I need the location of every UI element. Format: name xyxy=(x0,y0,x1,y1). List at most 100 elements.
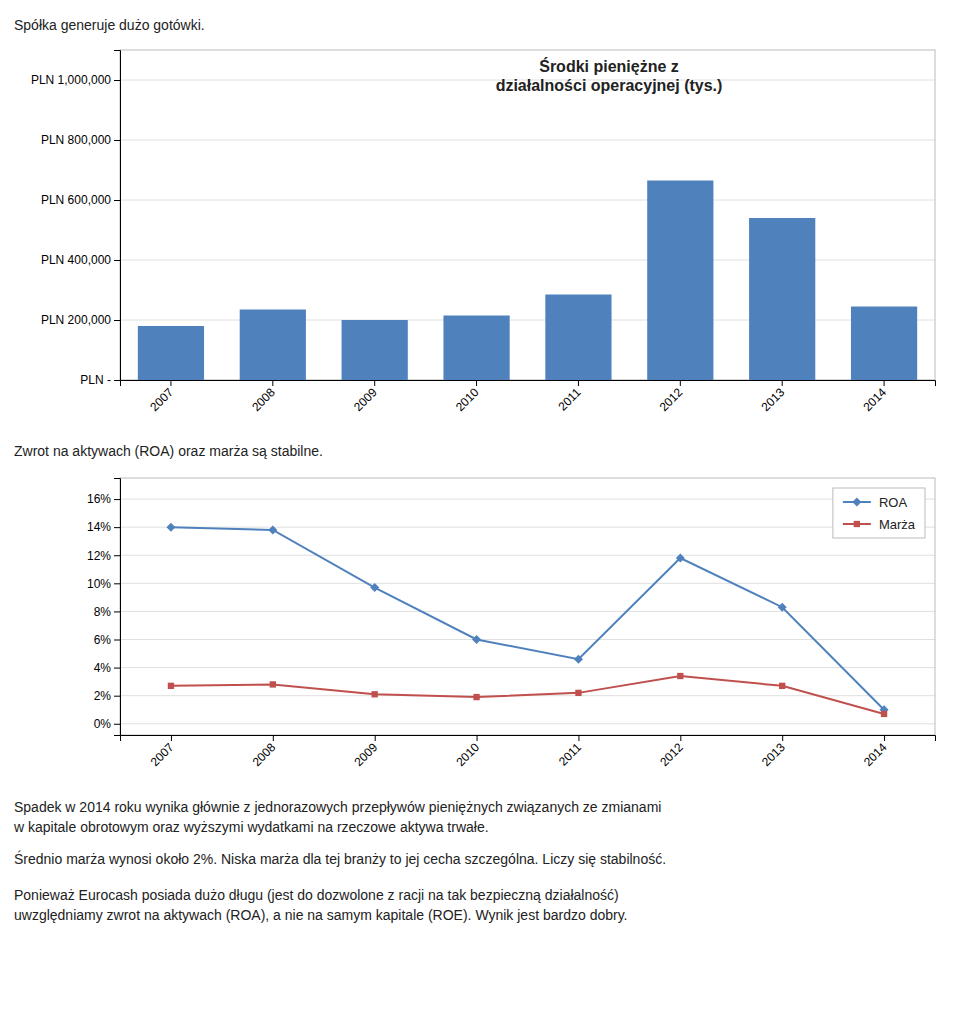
line xyxy=(171,527,884,710)
legend-frame xyxy=(833,488,925,538)
y-tick: 0% xyxy=(94,717,120,731)
y-tick-mark xyxy=(114,611,120,612)
y-tick: 14% xyxy=(87,520,120,534)
x-tick-label: 2008 xyxy=(249,385,278,414)
y-tick-label: 6% xyxy=(94,633,112,647)
x-tick: 2009 xyxy=(351,380,380,414)
x-tick: 2013 xyxy=(758,380,787,414)
x-tick-mark xyxy=(476,380,477,386)
x-tick-mark xyxy=(171,735,172,741)
x-tick-mark xyxy=(272,380,273,386)
y-tick-label: PLN 1,000,000 xyxy=(31,73,111,87)
x-tick-label: 2012 xyxy=(657,385,686,414)
x-tick-label: 2010 xyxy=(453,385,482,414)
y-tick-mark xyxy=(114,200,120,201)
figure: PLN -PLN 200,000PLN 400,000PLN 600,000PL… xyxy=(0,0,960,1027)
x-tick: 2007 xyxy=(148,735,177,769)
bar xyxy=(545,295,611,381)
marker xyxy=(677,673,683,679)
grid-line xyxy=(120,499,935,500)
x-tick-label: 2011 xyxy=(556,740,584,768)
x-axis: 20072008200920102011201220132014 xyxy=(121,735,936,769)
grid xyxy=(120,80,935,380)
annotation: Spółka generuje dużo gotówki. xyxy=(14,17,205,33)
x-tick-label: 2010 xyxy=(453,740,482,769)
bar xyxy=(138,326,204,380)
x-tick-mark xyxy=(884,735,885,741)
grid-line xyxy=(120,583,935,584)
x-tick: 2012 xyxy=(657,735,686,769)
legend: ROAMarża xyxy=(833,488,925,538)
y-tick: 6% xyxy=(94,633,120,647)
y-tick-mark xyxy=(114,640,120,641)
x-tick: 2008 xyxy=(250,735,279,769)
marker xyxy=(575,690,581,696)
x-tick: 2011 xyxy=(556,735,584,769)
y-tick: 16% xyxy=(87,492,120,506)
y-tick: PLN 600,000 xyxy=(41,193,120,207)
y-tick: 8% xyxy=(94,605,120,619)
marker xyxy=(372,691,378,697)
line xyxy=(171,676,884,714)
grid xyxy=(120,499,935,724)
y-tick-label: 16% xyxy=(87,492,111,506)
grid-line xyxy=(120,527,935,528)
y-tick-mark xyxy=(114,380,120,381)
grid-line xyxy=(120,667,935,668)
series-1 xyxy=(168,673,887,717)
marker xyxy=(370,583,379,592)
marks xyxy=(138,181,917,381)
x-axis-line xyxy=(121,381,936,387)
chart-0: PLN -PLN 200,000PLN 400,000PLN 600,000PL… xyxy=(14,17,936,414)
marker xyxy=(166,523,175,532)
y-tick-label: PLN 200,000 xyxy=(41,313,111,327)
x-tick-mark xyxy=(374,380,375,386)
y-axis-line xyxy=(114,51,121,381)
marker xyxy=(779,683,785,689)
marker xyxy=(268,525,277,534)
x-tick-mark xyxy=(578,380,579,386)
x-tick-mark xyxy=(782,735,783,741)
y-tick-label: 10% xyxy=(87,577,111,591)
x-tick-mark xyxy=(578,735,579,741)
marker xyxy=(472,635,481,644)
marker xyxy=(676,554,685,563)
marker xyxy=(881,711,887,717)
bar xyxy=(749,218,815,380)
legend-item: Marża xyxy=(843,517,916,532)
x-tick: 2014 xyxy=(861,735,890,769)
x-axis: 20072008200920102011201220132014 xyxy=(121,380,936,414)
x-tick-label: 2009 xyxy=(351,385,380,414)
x-tick-mark xyxy=(782,380,783,386)
y-tick-mark xyxy=(114,80,120,81)
y-tick-label: PLN - xyxy=(80,373,111,387)
x-tick-mark xyxy=(884,380,885,386)
x-tick: 2012 xyxy=(657,380,686,414)
x-tick-mark xyxy=(375,735,376,741)
annotation: Zwrot na aktywach (ROA) oraz marża są st… xyxy=(14,443,323,459)
x-tick-mark xyxy=(477,735,478,741)
y-tick: PLN 200,000 xyxy=(41,313,120,327)
x-tick-label: 2008 xyxy=(250,740,279,769)
chart-title-line: działalności operacyjnej (tys.) xyxy=(496,77,723,94)
plot-frame xyxy=(120,50,935,380)
y-tick: 12% xyxy=(87,549,120,563)
x-tick: 2007 xyxy=(147,380,176,414)
y-tick-mark xyxy=(114,668,120,669)
grid-line xyxy=(120,200,935,201)
y-tick-label: 2% xyxy=(94,689,112,703)
bar xyxy=(647,181,713,381)
y-tick-label: 0% xyxy=(94,717,112,731)
x-tick-mark xyxy=(680,735,681,741)
marker xyxy=(473,694,479,700)
grid-line xyxy=(120,140,935,141)
marker xyxy=(778,603,787,612)
y-tick-label: 12% xyxy=(87,549,111,563)
x-tick: 2010 xyxy=(453,380,482,414)
y-tick-label: PLN 600,000 xyxy=(41,193,111,207)
y-tick-mark xyxy=(114,499,120,500)
x-tick-mark xyxy=(680,380,681,386)
marker xyxy=(574,655,583,664)
x-tick-mark xyxy=(273,735,274,741)
y-tick-mark xyxy=(114,320,120,321)
